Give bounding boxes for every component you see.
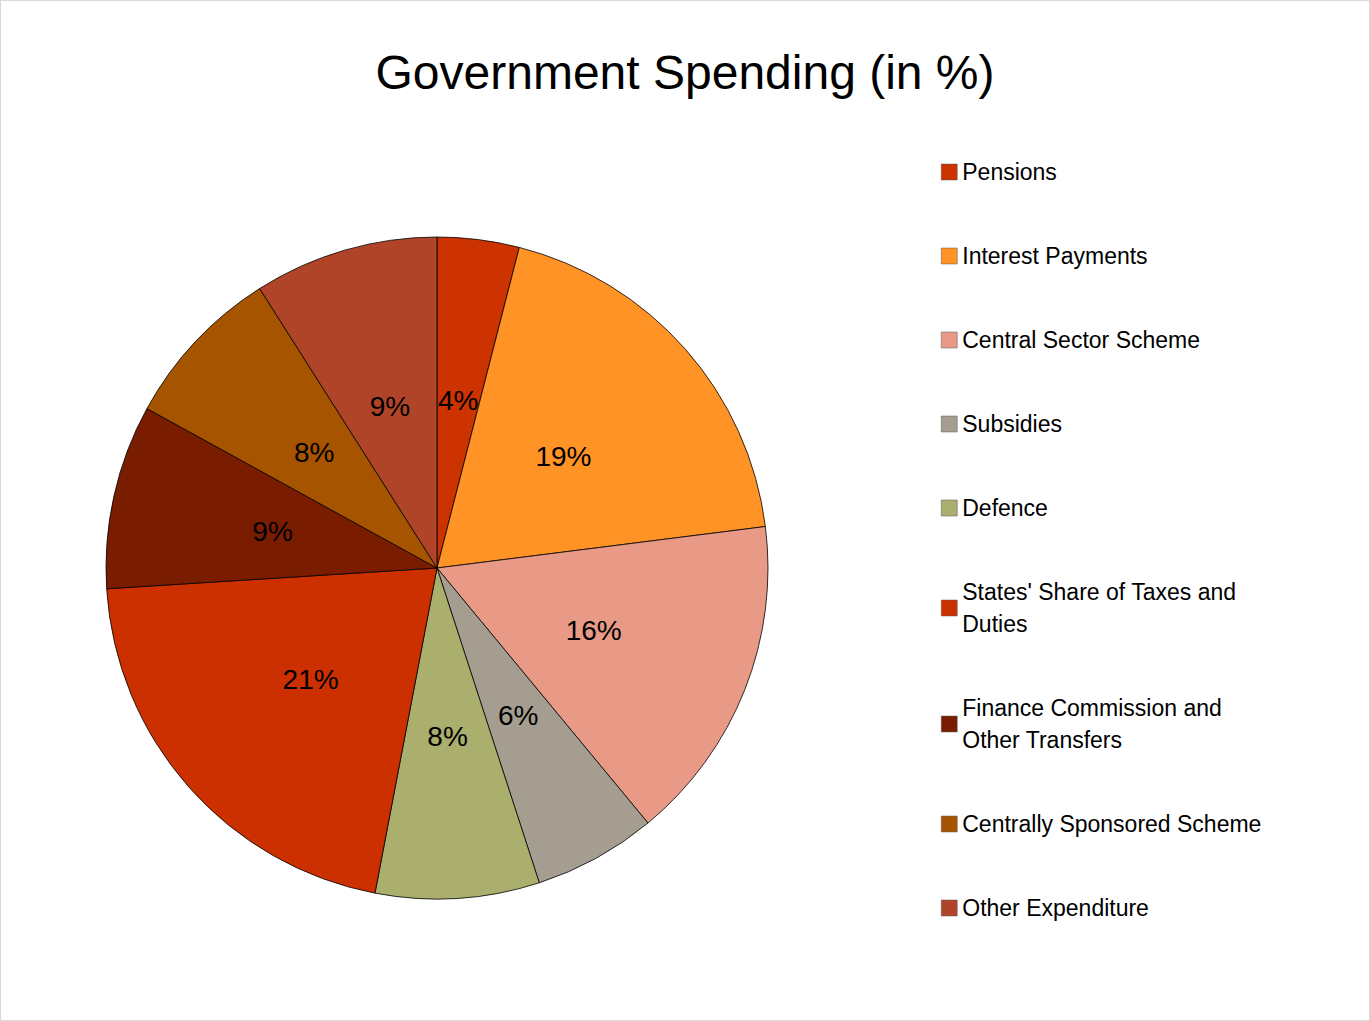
svg-text:States' Share of Taxes and: States' Share of Taxes and	[962, 579, 1242, 605]
svg-text:Other Expenditure: Other Expenditure	[962, 895, 1149, 921]
svg-text:Finance Commission and: Finance Commission and	[962, 695, 1228, 721]
svg-text:8%: 8%	[427, 721, 467, 752]
svg-text:19%: 19%	[535, 441, 591, 472]
svg-text:Subsidies: Subsidies	[962, 411, 1062, 437]
svg-text:Government Spending (in %): Government Spending (in %)	[376, 46, 995, 99]
svg-text:4%: 4%	[438, 385, 478, 416]
svg-text:Interest Payments: Interest Payments	[962, 243, 1147, 269]
svg-text:21%: 21%	[283, 664, 339, 695]
svg-text:8%: 8%	[294, 437, 334, 468]
svg-text:Pensions: Pensions	[962, 159, 1057, 185]
svg-text:Central Sector Scheme: Central Sector Scheme	[962, 327, 1200, 353]
svg-text:Defence: Defence	[962, 495, 1048, 521]
svg-text:16%: 16%	[566, 615, 622, 646]
svg-text:6%: 6%	[498, 700, 538, 731]
svg-text:Centrally Sponsored Scheme: Centrally Sponsored Scheme	[962, 811, 1261, 837]
svg-text:9%: 9%	[252, 516, 292, 547]
svg-text:9%: 9%	[370, 391, 410, 422]
svg-text:Duties: Duties	[962, 611, 1027, 637]
svg-text:Other Transfers: Other Transfers	[962, 727, 1122, 753]
